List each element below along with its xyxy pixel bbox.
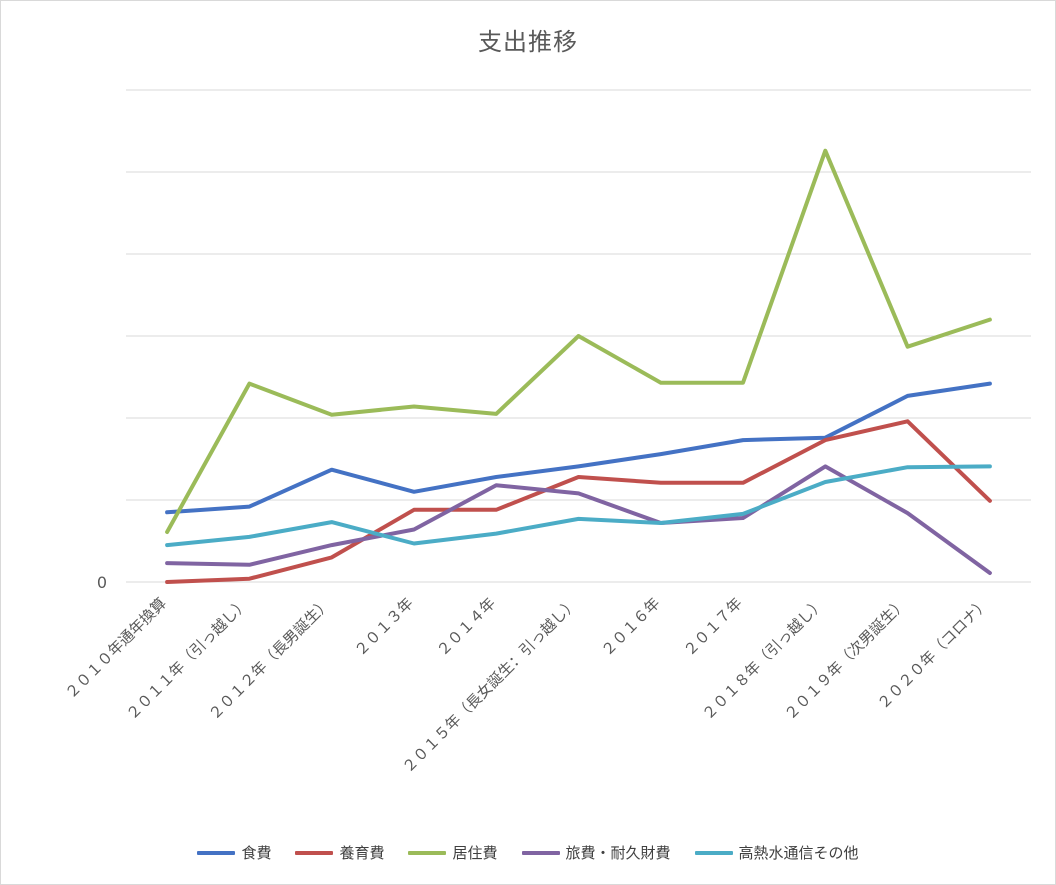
legend-item: 食費	[197, 842, 271, 863]
legend-swatch	[295, 850, 334, 855]
series-line-1	[165, 419, 992, 584]
legend-swatch	[408, 850, 447, 855]
series-lines	[165, 148, 992, 584]
legend-label: 高熱水通信その他	[738, 844, 859, 862]
series-line-0	[165, 381, 992, 515]
legend-label: 旅費・耐久財費	[565, 844, 671, 862]
x-tick-label: ２０１６年	[598, 594, 664, 660]
legend-swatch	[197, 850, 236, 855]
legend-item: 高熱水通信その他	[694, 842, 859, 863]
series-line-2	[165, 148, 992, 534]
series-line-3	[165, 464, 992, 575]
series-line-4	[165, 464, 992, 548]
y-axis-ticks: 0	[97, 573, 107, 592]
legend-label: 養育費	[339, 844, 385, 862]
legend-item: 旅費・耐久財費	[521, 842, 671, 863]
x-tick-label: ２０１７年	[680, 594, 746, 660]
legend-item: 居住費	[408, 842, 498, 863]
chart-title: 支出推移	[478, 28, 578, 56]
legend-label: 居住費	[452, 844, 498, 862]
x-tick-label: ２０１３年	[351, 594, 417, 660]
legend-swatch	[521, 850, 560, 855]
y-tick-label: 0	[97, 573, 107, 592]
legend: 食費 養育費 居住費 旅費・耐久財費 高熱水通信その他	[0, 842, 1056, 863]
legend-swatch	[694, 850, 733, 855]
gridlines	[126, 89, 1031, 583]
x-tick-label: ２０１５年（長女誕生：引っ越し）	[399, 594, 581, 776]
legend-label: 食費	[241, 844, 272, 862]
legend-item: 養育費	[295, 842, 384, 863]
x-tick-label: ２０１４年	[433, 594, 499, 660]
